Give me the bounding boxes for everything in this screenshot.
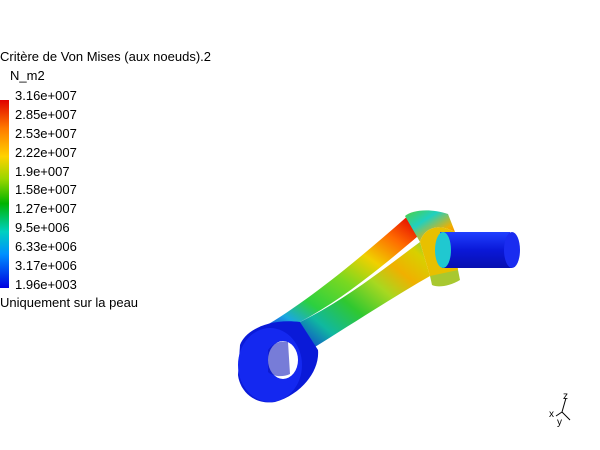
legend-value: 2.53e+007 (15, 125, 77, 141)
legend-value: 3.17e+006 (15, 258, 77, 274)
legend-value: 1.58e+007 (15, 182, 77, 198)
legend-footer: Uniquement sur la peau (0, 295, 139, 310)
legend-value: 2.22e+007 (15, 144, 77, 160)
legend-title: Critère de Von Mises (aux noeuds).2 (0, 49, 211, 64)
legend-value: 1.27e+007 (15, 201, 77, 217)
legend-unit: N_m2 (10, 68, 45, 83)
axis-triad: z x y (549, 391, 571, 428)
axis-z-label: z (563, 391, 568, 402)
legend-value: 6.33e+006 (15, 239, 77, 255)
axis-y-label: y (557, 417, 562, 428)
legend-value-list: 3.16e+007 2.85e+007 2.53e+007 2.22e+007 … (15, 87, 77, 295)
legend-value: 2.85e+007 (15, 106, 77, 122)
axis-x-label: x (549, 409, 554, 420)
legend-value: 3.16e+007 (15, 88, 77, 103)
legend-value: 1.96e+003 (15, 276, 77, 292)
legend-value: 1.9e+007 (15, 163, 70, 179)
legend-color-bar (0, 100, 9, 288)
legend-value: 9.5e+006 (15, 220, 70, 236)
